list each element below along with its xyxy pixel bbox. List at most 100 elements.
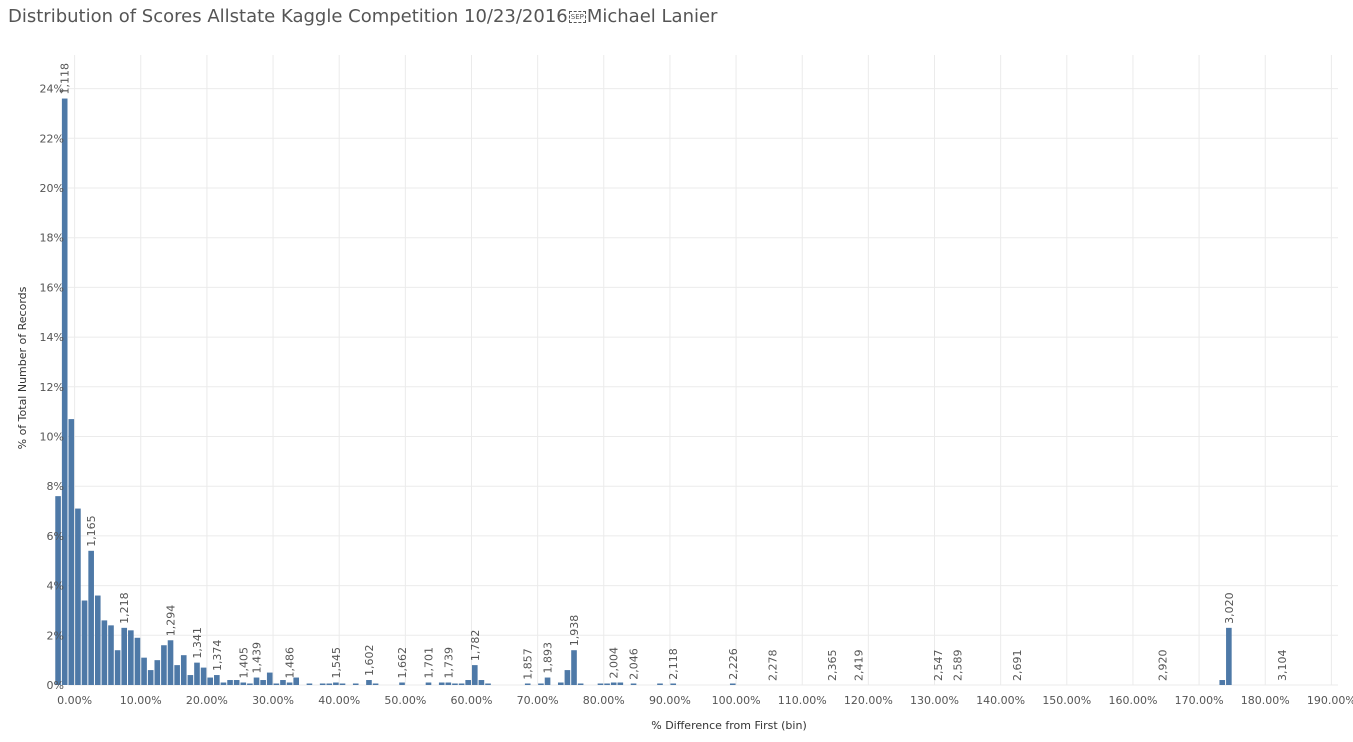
bar-data-label: 1,439: [251, 642, 264, 674]
histogram-bar: [372, 683, 379, 685]
histogram-bar: [538, 683, 544, 685]
histogram-bar: [154, 660, 161, 685]
bar-data-label: 2,004: [608, 647, 621, 679]
histogram-bar: [121, 627, 128, 685]
data-labels: 1,118 1,165 1,218 1,294 1,341 1,374 1,405 1,439…: [59, 63, 1289, 681]
bar-data-label: 1,893: [542, 642, 555, 674]
histogram-bar: [214, 675, 220, 685]
y-tick-label: 16%: [40, 281, 64, 294]
bar-data-label: 1,938: [568, 615, 581, 647]
x-tick-label: 160.00%: [1108, 694, 1157, 707]
x-tick-label: 50.00%: [384, 694, 426, 707]
histogram-bar: [273, 683, 280, 685]
x-tick-label: 140.00%: [976, 694, 1025, 707]
histogram-bar: [207, 677, 214, 685]
histogram-bar: [147, 670, 154, 685]
histogram-bar: [366, 680, 372, 685]
histogram-bar: [280, 680, 286, 685]
histogram-bar: [227, 680, 233, 685]
bar-data-label: 1,662: [396, 647, 409, 679]
bar-data-label: 2,589: [952, 650, 965, 682]
y-tick-label: 24%: [40, 83, 64, 96]
histogram-bar: [161, 645, 167, 685]
x-tick-label: 60.00%: [451, 694, 493, 707]
bar-data-label: 2,419: [852, 650, 865, 682]
chart-title: Distribution of Scores Allstate Kaggle C…: [8, 6, 717, 27]
histogram-bar: [610, 682, 617, 685]
x-tick-label: 90.00%: [649, 694, 691, 707]
bar-data-label: 1,374: [211, 640, 224, 672]
histogram-bar: [141, 657, 147, 685]
histogram-bar: [577, 683, 584, 685]
histogram-bar: [524, 683, 531, 685]
histogram-bar: [319, 683, 326, 685]
x-tick-label: 110.00%: [778, 694, 827, 707]
title-author: Michael Lanier: [586, 6, 718, 27]
histogram-bar: [94, 595, 101, 685]
histogram-bar: [101, 620, 108, 685]
histogram-bar: [174, 665, 180, 685]
histogram-bar: [333, 682, 339, 685]
x-tick-label: 0.00%: [57, 694, 92, 707]
histogram-bar: [630, 683, 637, 685]
histogram-bar: [617, 682, 624, 685]
histogram-bar: [458, 683, 465, 685]
histogram-bar: [247, 683, 253, 685]
bar-data-label: 2,118: [667, 648, 680, 680]
histogram-bar: [485, 683, 491, 685]
x-tick-label: 130.00%: [910, 694, 959, 707]
y-tick-label: 6%: [47, 530, 64, 543]
bar-data-label: 2,547: [932, 650, 945, 682]
histogram-bar: [564, 670, 571, 685]
histogram-bar: [557, 682, 564, 685]
histogram-bar: [55, 496, 61, 685]
x-axis-label: % Difference from First (bin): [651, 719, 807, 732]
histogram-bar: [81, 600, 88, 685]
bar-data-label: 2,691: [1011, 650, 1024, 682]
histogram-bar: [286, 682, 293, 685]
x-tick-label: 30.00%: [252, 694, 294, 707]
histogram-bar: [544, 677, 551, 685]
x-tick-label: 20.00%: [186, 694, 228, 707]
x-tick-label: 100.00%: [712, 694, 761, 707]
histogram-bar: [200, 667, 207, 685]
histogram-bar: [233, 680, 240, 685]
histogram-bar: [399, 682, 405, 685]
bar-data-label: 1,405: [237, 647, 250, 679]
y-tick-label: 10%: [40, 431, 64, 444]
bar-data-label: 2,278: [766, 650, 779, 682]
bar-data-label: 2,365: [826, 650, 839, 682]
histogram-bar: [465, 680, 471, 685]
bar-data-label: 1,782: [469, 630, 482, 662]
histogram-bar: [167, 640, 174, 685]
histogram-bar: [75, 508, 81, 685]
histogram-bar: [194, 662, 200, 685]
y-tick-label: 18%: [40, 232, 64, 245]
separator-glyph: SEP: [568, 11, 586, 23]
y-axis-label: % of Total Number of Records: [16, 286, 29, 449]
histogram-bar: [657, 683, 663, 685]
histogram-bar: [240, 682, 247, 685]
histogram-bar: [114, 650, 121, 685]
histogram-bar: [220, 682, 227, 685]
histogram-bar: [326, 683, 333, 685]
y-tick-label: 8%: [47, 480, 64, 493]
y-tick-label: 4%: [47, 580, 64, 593]
bar-data-label: 1,294: [165, 605, 178, 637]
histogram-bar: [128, 630, 134, 685]
bar-data-label: 2,046: [628, 648, 641, 680]
histogram-bar: [729, 683, 736, 685]
grid-lines: [68, 55, 1338, 686]
histogram-bar: [339, 683, 346, 685]
histogram-bar: [604, 683, 610, 685]
x-tick-label: 10.00%: [120, 694, 162, 707]
histogram-bar: [108, 625, 114, 685]
bar-data-label: 2,226: [727, 648, 740, 680]
x-tick-label: 80.00%: [583, 694, 625, 707]
y-tick-label: 0%: [47, 679, 64, 692]
bar-data-label: 1,739: [442, 647, 455, 679]
histogram-bar: [266, 672, 273, 685]
x-tick-label: 150.00%: [1042, 694, 1091, 707]
histogram-bar: [68, 419, 75, 685]
